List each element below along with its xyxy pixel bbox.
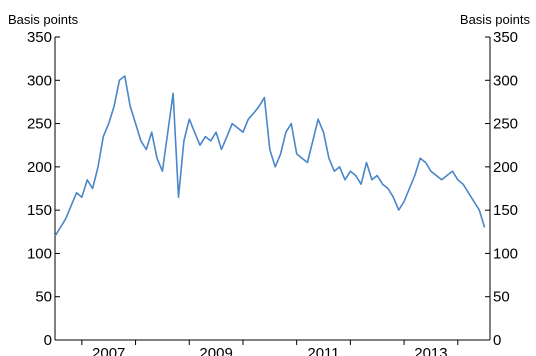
y-tick-label-right: 250 — [493, 116, 518, 133]
y-tick-label-left: 0 — [44, 332, 52, 349]
y-tick-label-right: 200 — [493, 159, 518, 176]
x-tick-label: 2011 — [307, 345, 339, 356]
x-tick-label: 2007 — [92, 345, 125, 356]
y-tick-label-right: 100 — [493, 245, 518, 262]
y-tick-label-right: 50 — [493, 289, 510, 306]
y-tick-label-right: 300 — [493, 72, 518, 89]
y-tick-label-left: 200 — [27, 159, 52, 176]
y-tick-label-right: 150 — [493, 202, 518, 219]
y-tick-label-right: 350 — [493, 29, 518, 46]
y-tick-label-left: 150 — [27, 202, 52, 219]
y-tick-label-right: 0 — [493, 332, 501, 349]
left-axis-unit-label: Basis points — [8, 12, 79, 27]
y-tick-label-left: 350 — [27, 29, 52, 46]
y-tick-label-left: 50 — [35, 289, 52, 306]
y-tick-label-left: 100 — [27, 245, 52, 262]
y-tick-label-left: 300 — [27, 72, 52, 89]
x-tick-label: 2013 — [414, 345, 447, 356]
x-tick-label: 2009 — [199, 345, 232, 356]
y-tick-label-left: 250 — [27, 116, 52, 133]
series-line-0 — [54, 75, 486, 237]
right-axis-unit-label: Basis points — [459, 12, 530, 27]
